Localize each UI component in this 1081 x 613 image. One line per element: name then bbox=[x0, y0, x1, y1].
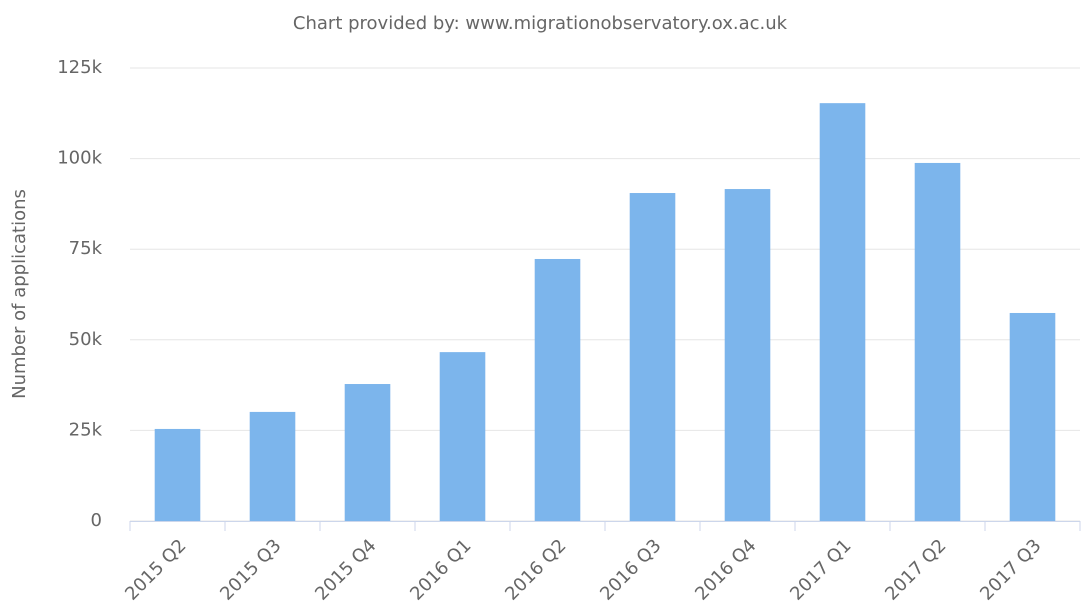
y-tick-label: 50k bbox=[69, 329, 103, 350]
y-tick-label: 0 bbox=[91, 510, 102, 531]
x-tick-label: 2015 Q2 bbox=[121, 535, 190, 604]
x-tick-label: 2016 Q2 bbox=[501, 535, 570, 604]
y-tick-label: 25k bbox=[69, 419, 103, 440]
y-tick-label: 75k bbox=[69, 238, 103, 259]
y-axis-label: Number of applications bbox=[9, 189, 30, 399]
chart-title: Chart provided by: www.migrationobservat… bbox=[293, 13, 788, 34]
x-tick-label: 2016 Q3 bbox=[596, 535, 665, 604]
y-tick-label: 100k bbox=[57, 148, 102, 169]
x-tick-label: 2016 Q1 bbox=[406, 535, 475, 604]
x-tick-label: 2016 Q4 bbox=[691, 535, 760, 604]
bar bbox=[249, 411, 296, 521]
x-tick-label: 2015 Q3 bbox=[216, 535, 285, 604]
bar bbox=[819, 103, 866, 521]
y-tick-label: 125k bbox=[57, 57, 102, 78]
bar bbox=[154, 428, 201, 521]
bar bbox=[344, 384, 391, 521]
bar bbox=[724, 189, 771, 521]
x-tick-label: 2017 Q3 bbox=[976, 535, 1045, 604]
x-tick-label: 2017 Q1 bbox=[786, 535, 855, 604]
bar bbox=[439, 352, 486, 521]
x-tick-label: 2015 Q4 bbox=[311, 535, 380, 604]
bar bbox=[534, 258, 581, 521]
bar bbox=[1009, 312, 1056, 521]
bar bbox=[914, 162, 961, 522]
x-tick-label: 2017 Q2 bbox=[881, 535, 950, 604]
bar bbox=[629, 193, 676, 521]
